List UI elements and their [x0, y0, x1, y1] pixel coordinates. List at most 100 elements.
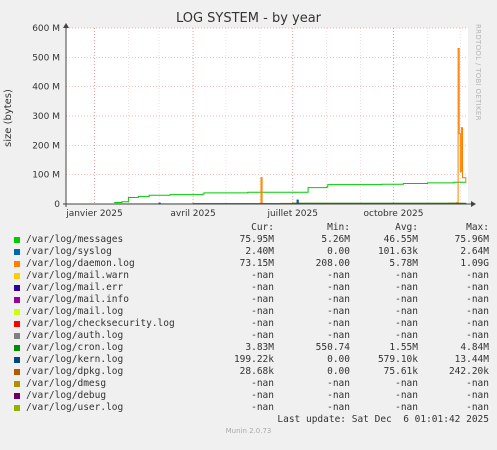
- y-tick-label: 200 M: [32, 141, 60, 151]
- legend-avg: -nan: [395, 270, 418, 282]
- legend-name: /var/log/kern.log: [26, 354, 123, 366]
- legend-cur: -nan: [251, 390, 274, 402]
- munin-version: Munin 2.0.73: [0, 427, 497, 435]
- legend-min: -nan: [327, 318, 350, 330]
- legend-name: /var/log/mail.err: [26, 282, 123, 294]
- legend-max: 13.44M: [455, 354, 489, 366]
- legend-max: -nan: [466, 294, 489, 306]
- legend-swatch: [14, 321, 20, 327]
- legend-max: -nan: [466, 378, 489, 390]
- legend-row: /var/log/dmesg-nan-nan-nan-nan: [14, 378, 492, 390]
- y-tick-label: 300 M: [32, 112, 60, 122]
- x-tick-label: avril 2025: [170, 209, 215, 219]
- legend-max: 2.64M: [460, 246, 489, 258]
- legend-header-avg: Avg:: [395, 222, 418, 234]
- legend-cur: 75.95M: [240, 234, 274, 246]
- legend-avg: -nan: [395, 390, 418, 402]
- legend-name: /var/log/user.log: [26, 402, 123, 414]
- legend-avg: -nan: [395, 282, 418, 294]
- legend-avg: -nan: [395, 378, 418, 390]
- legend-min: 208.00: [316, 258, 350, 270]
- legend-min: -nan: [327, 390, 350, 402]
- last-update-row: Last update: Sat Dec 6 01:01:42 2025: [14, 414, 492, 426]
- legend-name: /var/log/debug: [26, 390, 106, 402]
- legend-avg: 101.63k: [378, 246, 418, 258]
- legend-swatch: [14, 237, 20, 243]
- legend-swatch: [14, 381, 20, 387]
- legend-cur: -nan: [251, 402, 274, 414]
- x-axis-arrow: [471, 201, 476, 207]
- legend-swatch: [14, 369, 20, 375]
- legend-cur: -nan: [251, 270, 274, 282]
- legend-min: 0.00: [327, 366, 350, 378]
- legend-name: /var/log/mail.log: [26, 306, 123, 318]
- legend-swatch: [14, 405, 20, 411]
- legend-min: 5.26M: [321, 234, 350, 246]
- legend: Cur: Min: Avg: Max: /var/log/messages 75.…: [14, 222, 492, 426]
- legend-avg: -nan: [395, 294, 418, 306]
- legend-max: -nan: [466, 318, 489, 330]
- legend-avg: -nan: [395, 318, 418, 330]
- legend-avg: 1.55M: [389, 342, 418, 354]
- legend-row: /var/log/mail.warn-nan-nan-nan-nan: [14, 270, 492, 282]
- legend-max: -nan: [466, 306, 489, 318]
- legend-row: /var/log/mail.err-nan-nan-nan-nan: [14, 282, 492, 294]
- legend-avg: 75.61k: [384, 366, 418, 378]
- legend-cur: -nan: [251, 282, 274, 294]
- x-tick-label: janvier 2025: [65, 209, 123, 219]
- y-tick-label: 400 M: [32, 83, 60, 93]
- legend-avg: -nan: [395, 330, 418, 342]
- legend-swatch: [14, 309, 20, 315]
- legend-max: -nan: [466, 282, 489, 294]
- last-update-text: Last update: Sat Dec 6 01:01:42 2025: [277, 414, 489, 426]
- legend-header-min: Min:: [327, 222, 350, 234]
- legend-name: /var/log/checksecurity.log: [26, 318, 175, 330]
- legend-cur: 2.40M: [245, 246, 274, 258]
- legend-row: /var/log/mail.log-nan-nan-nan-nan: [14, 306, 492, 318]
- legend-row: /var/log/user.log-nan-nan-nan-nan: [14, 402, 492, 414]
- y-tick-label: 100 M: [32, 171, 60, 181]
- legend-header-max: Max:: [466, 222, 489, 234]
- legend-swatch: [14, 333, 20, 339]
- legend-swatch: [14, 345, 20, 351]
- legend-name: /var/log/auth.log: [26, 330, 123, 342]
- legend-min: 0.00: [327, 354, 350, 366]
- legend-swatch: [14, 285, 20, 291]
- legend-min: -nan: [327, 306, 350, 318]
- legend-name: /var/log/messages: [26, 234, 123, 246]
- legend-min: -nan: [327, 294, 350, 306]
- legend-cur: 3.83M: [245, 342, 274, 354]
- legend-name: /var/log/cron.log: [26, 342, 123, 354]
- legend-min: -nan: [327, 378, 350, 390]
- legend-swatch: [14, 273, 20, 279]
- legend-cur: -nan: [251, 318, 274, 330]
- legend-cur: -nan: [251, 378, 274, 390]
- legend-header-cur: Cur:: [251, 222, 274, 234]
- legend-swatch: [14, 357, 20, 363]
- legend-max: 75.96M: [455, 234, 489, 246]
- legend-name: /var/log/syslog: [26, 246, 112, 258]
- legend-swatch: [14, 261, 20, 267]
- legend-header: Cur: Min: Avg: Max:: [14, 222, 492, 234]
- legend-min: -nan: [327, 402, 350, 414]
- legend-row: /var/log/debug-nan-nan-nan-nan: [14, 390, 492, 402]
- legend-max: 1.09G: [460, 258, 489, 270]
- legend-cur: 199.22k: [234, 354, 274, 366]
- legend-row: /var/log/checksecurity.log -nan -nan -nan -n…: [14, 318, 492, 330]
- legend-max: 4.84M: [460, 342, 489, 354]
- legend-avg: -nan: [395, 402, 418, 414]
- legend-cur: -nan: [251, 306, 274, 318]
- x-tick-label: juillet 2025: [266, 209, 318, 219]
- legend-name: /var/log/daemon.log: [26, 258, 135, 270]
- legend-min: -nan: [327, 270, 350, 282]
- legend-swatch: [14, 249, 20, 255]
- legend-name: /var/log/dpkg.log: [26, 366, 123, 378]
- legend-cur: -nan: [251, 330, 274, 342]
